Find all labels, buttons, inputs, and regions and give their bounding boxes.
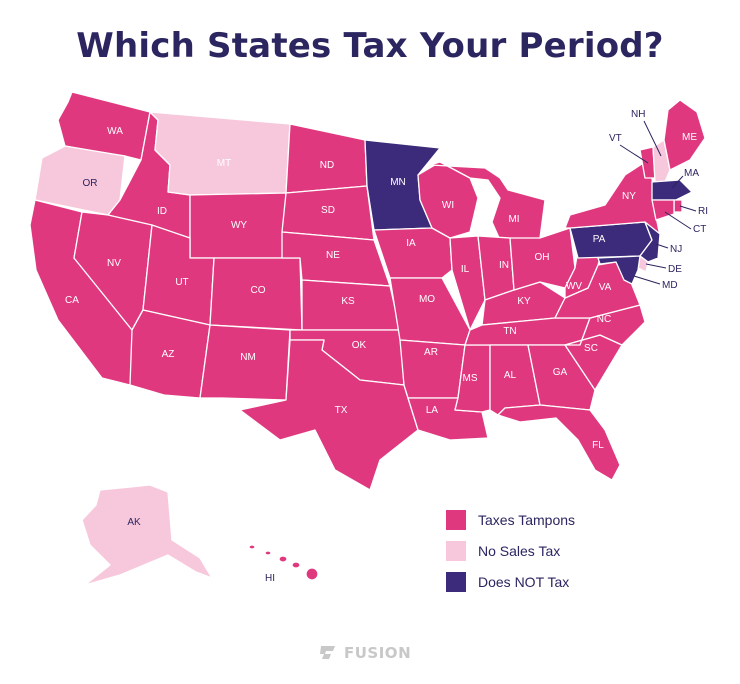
svg-text:SD: SD	[321, 205, 335, 216]
svg-text:ME: ME	[682, 132, 697, 143]
fusion-logo: FUSION	[318, 644, 411, 662]
svg-text:MT: MT	[217, 158, 231, 169]
svg-text:KS: KS	[341, 296, 355, 307]
svg-text:IN: IN	[499, 260, 509, 271]
state-il	[449, 235, 486, 331]
svg-text:LA: LA	[426, 405, 439, 416]
legend-label-no-tax: No Sales Tax	[478, 543, 561, 559]
svg-text:CO: CO	[251, 285, 266, 296]
state-fl	[497, 404, 621, 481]
legend-item-no-tax: No Sales Tax	[446, 541, 575, 561]
svg-text:IL: IL	[461, 264, 470, 275]
svg-text:WV: WV	[566, 281, 582, 292]
svg-text:TN: TN	[503, 326, 516, 337]
state-nm	[199, 324, 291, 401]
svg-text:KY: KY	[517, 296, 531, 307]
svg-text:SC: SC	[584, 343, 598, 354]
state-me	[663, 99, 706, 171]
svg-text:NC: NC	[597, 314, 611, 325]
svg-text:MO: MO	[419, 294, 435, 305]
svg-text:OH: OH	[535, 252, 550, 263]
legend-swatch-exempt	[446, 572, 466, 592]
svg-text:WI: WI	[442, 200, 454, 211]
svg-text:VA: VA	[599, 282, 612, 293]
state-ga	[527, 344, 596, 411]
svg-text:NH: NH	[631, 109, 645, 120]
svg-text:OR: OR	[83, 178, 98, 189]
svg-text:AK: AK	[127, 517, 141, 528]
legend-label-exempt: Does NOT Tax	[478, 574, 570, 590]
state-ia	[373, 227, 453, 279]
svg-text:IA: IA	[406, 238, 416, 249]
callouts: NH VT ME MA RI CT NJ DE MD	[609, 109, 708, 291]
svg-text:WA: WA	[107, 126, 123, 137]
state-tx	[239, 339, 419, 491]
fusion-logo-icon	[320, 646, 335, 659]
legend-label-taxes: Taxes Tampons	[478, 512, 576, 528]
legend-item-exempt: Does NOT Tax	[446, 572, 575, 592]
map-title: Which States Tax Your Period?	[76, 26, 664, 66]
state-ma	[651, 179, 693, 201]
svg-text:CT: CT	[693, 224, 706, 235]
svg-text:OK: OK	[352, 340, 367, 351]
svg-text:NV: NV	[107, 258, 121, 269]
svg-text:ID: ID	[157, 206, 167, 217]
svg-text:ND: ND	[320, 160, 334, 171]
state-mt	[149, 111, 291, 196]
state-hi	[248, 544, 319, 581]
svg-text:NJ: NJ	[670, 244, 682, 255]
svg-text:PA: PA	[593, 234, 606, 245]
svg-text:DE: DE	[668, 264, 682, 275]
legend: Taxes Tampons No Sales Tax Does NOT Tax	[446, 510, 575, 603]
svg-text:MS: MS	[463, 373, 478, 384]
legend-swatch-no-tax	[446, 541, 466, 561]
svg-text:MI: MI	[508, 214, 519, 225]
svg-text:NY: NY	[622, 191, 636, 202]
svg-text:RI: RI	[698, 206, 708, 217]
svg-text:CA: CA	[65, 295, 79, 306]
svg-text:NM: NM	[240, 352, 256, 363]
state-nd	[285, 123, 368, 194]
state-ak	[81, 484, 213, 586]
svg-text:FL: FL	[592, 440, 604, 451]
svg-text:AR: AR	[424, 347, 438, 358]
svg-text:AL: AL	[504, 370, 517, 381]
state-ct	[651, 199, 675, 221]
state-labels: WA OR MT ND MN ID WY SD WI MI NY NV UT N…	[65, 126, 636, 584]
state-md	[597, 255, 641, 285]
svg-text:UT: UT	[175, 277, 188, 288]
svg-text:AZ: AZ	[162, 349, 175, 360]
svg-text:GA: GA	[553, 367, 568, 378]
legend-swatch-taxes	[446, 510, 466, 530]
svg-text:MN: MN	[390, 177, 406, 188]
legend-item-taxes: Taxes Tampons	[446, 510, 575, 530]
fusion-logo-text: FUSION	[344, 644, 412, 662]
svg-text:VT: VT	[609, 133, 622, 144]
svg-text:MD: MD	[662, 280, 678, 291]
svg-text:TX: TX	[335, 405, 348, 416]
svg-text:WY: WY	[231, 220, 247, 231]
svg-text:HI: HI	[265, 573, 275, 584]
svg-text:MA: MA	[684, 168, 699, 179]
svg-text:NE: NE	[326, 250, 340, 261]
